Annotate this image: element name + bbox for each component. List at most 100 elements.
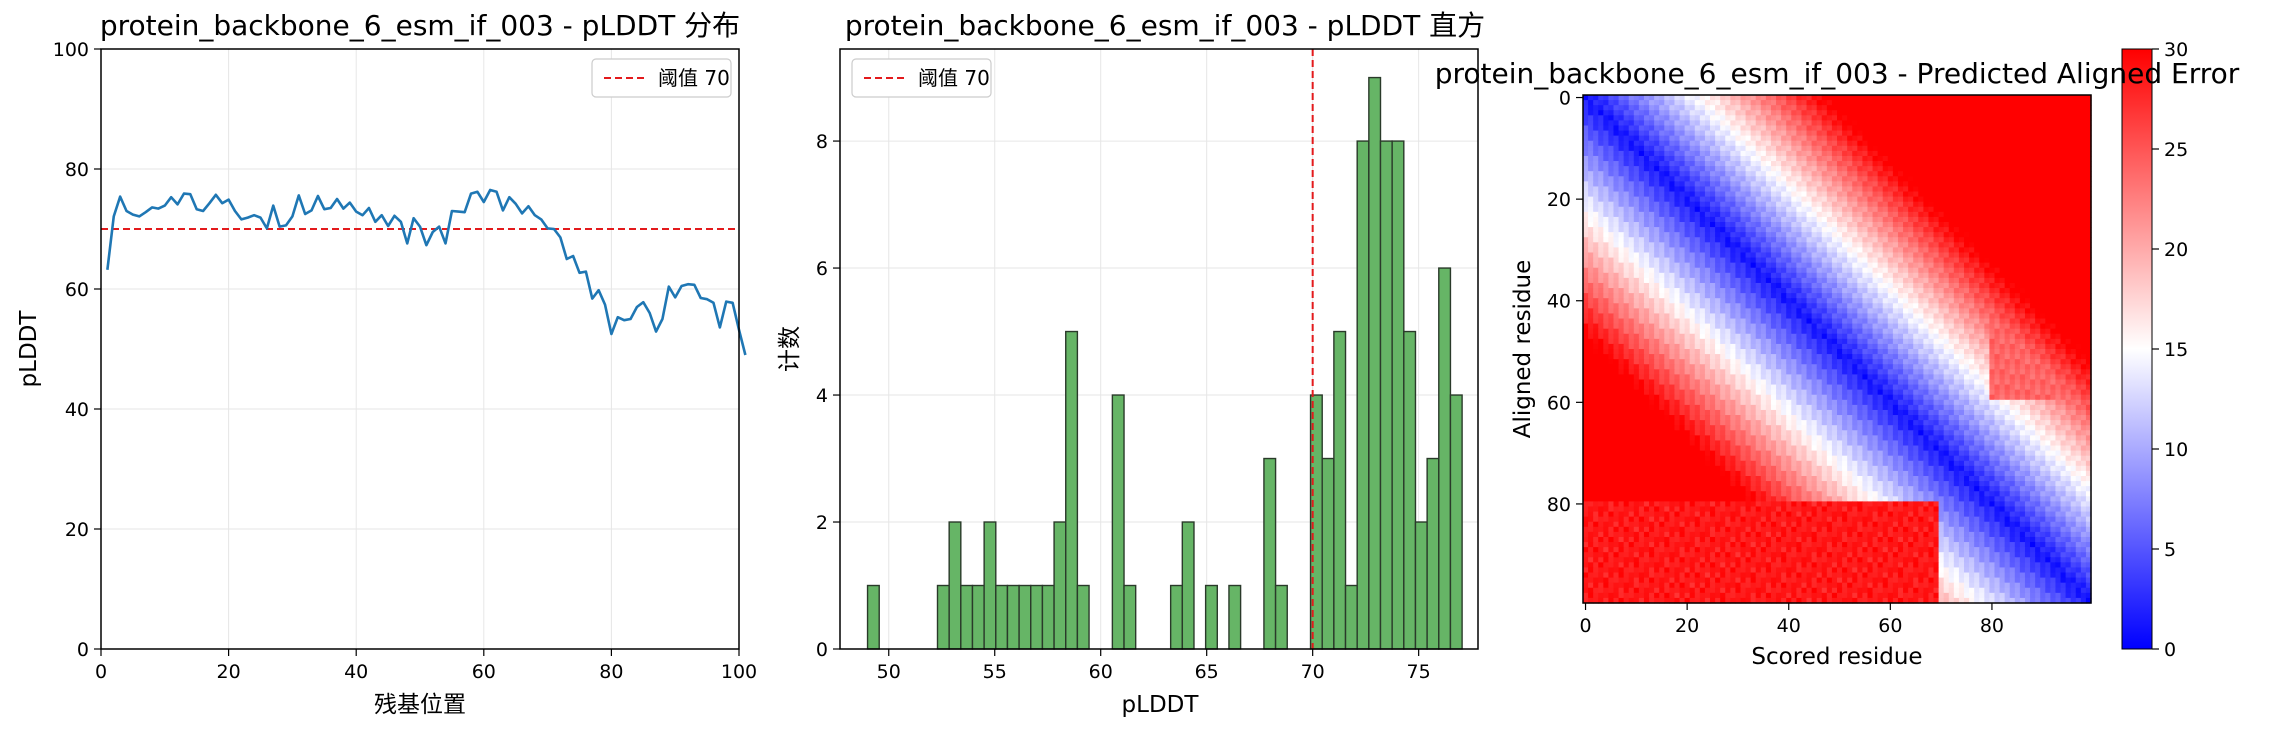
heatmap-cell bbox=[2035, 196, 2041, 203]
heatmap-cell bbox=[1745, 145, 1752, 152]
heatmap-cell bbox=[1583, 262, 1589, 269]
heatmap-cell bbox=[1984, 308, 1990, 315]
heatmap-cell bbox=[1628, 308, 1635, 315]
heatmap-cell bbox=[1806, 201, 1813, 208]
heatmap-cell bbox=[1760, 313, 1767, 320]
heatmap-cell bbox=[1583, 232, 1589, 238]
heatmap-cell bbox=[2035, 186, 2041, 193]
heatmap-cell bbox=[1958, 135, 1965, 142]
line-chart-xtick-label: 20 bbox=[217, 661, 241, 683]
heatmap-cell bbox=[1923, 323, 1930, 330]
heatmap-cell bbox=[1933, 216, 1940, 223]
heatmap-cell bbox=[1715, 145, 1721, 152]
heatmap-cell bbox=[1984, 100, 1990, 106]
heatmap-cell bbox=[1776, 288, 1782, 294]
heatmap-cell bbox=[1964, 303, 1970, 309]
heatmap-cell bbox=[1974, 308, 1980, 315]
heatmap-cell bbox=[1725, 242, 1731, 248]
heatmap-cell bbox=[1770, 237, 1777, 243]
heatmap-cell bbox=[1760, 191, 1767, 198]
heatmap-cell bbox=[1603, 282, 1609, 289]
heatmap-cell bbox=[1806, 166, 1813, 172]
heatmap-cell bbox=[1781, 323, 1787, 330]
heatmap-cell bbox=[1628, 247, 1635, 254]
heatmap-cell bbox=[2080, 323, 2087, 330]
heatmap-cell bbox=[1669, 227, 1676, 233]
heatmap-cell bbox=[1908, 293, 1914, 299]
heatmap-cell bbox=[2065, 110, 2072, 116]
heatmap-cell bbox=[1745, 206, 1752, 213]
heatmap-cell bbox=[1933, 161, 1940, 167]
histogram-bar bbox=[1018, 584, 1032, 650]
heatmap-cell bbox=[1730, 227, 1736, 233]
heatmap-cell bbox=[1943, 186, 1950, 193]
heatmap-cell bbox=[1994, 186, 2001, 193]
heatmap-cell bbox=[1694, 267, 1701, 274]
heatmap-cell bbox=[1760, 216, 1767, 223]
heatmap-cell bbox=[1603, 242, 1609, 248]
heatmap-cell bbox=[1867, 298, 1874, 304]
heatmap-cell bbox=[1882, 125, 1889, 132]
heatmap-cell bbox=[1816, 298, 1823, 304]
heatmap-cell bbox=[2055, 216, 2062, 223]
heatmap-cell bbox=[1638, 191, 1645, 198]
heatmap-cell bbox=[1776, 242, 1782, 248]
heatmap-cell bbox=[1816, 105, 1823, 111]
heatmap-cell bbox=[2014, 125, 2021, 132]
heatmap-cell bbox=[1674, 120, 1681, 127]
heatmap-cell bbox=[1831, 267, 1838, 274]
heatmap-cell bbox=[1694, 298, 1701, 304]
heatmap-cell bbox=[1720, 227, 1726, 233]
heatmap-cell bbox=[1618, 282, 1625, 289]
heatmap-cell bbox=[1643, 130, 1650, 137]
heatmap-cell bbox=[1999, 196, 2006, 203]
heatmap-cell bbox=[2055, 201, 2062, 208]
heatmap-cell bbox=[1715, 318, 1721, 325]
heatmap-cell bbox=[1908, 333, 1914, 340]
heatmap-cell bbox=[1755, 211, 1762, 218]
heatmap-cell bbox=[1958, 110, 1965, 116]
heatmap-cell bbox=[1903, 293, 1909, 299]
heatmap-cell bbox=[1628, 257, 1635, 264]
heatmap-cell bbox=[1831, 161, 1838, 167]
heatmap-cell bbox=[2004, 272, 2011, 279]
heatmap-cell bbox=[1633, 135, 1640, 142]
heatmap-cell bbox=[1669, 338, 1676, 345]
heatmap-cell bbox=[1603, 323, 1609, 330]
heatmap-cell bbox=[1969, 120, 1975, 127]
heatmap-cell bbox=[1979, 298, 1985, 304]
heatmap-cell bbox=[1867, 313, 1874, 320]
heatmap-cell bbox=[1583, 176, 1589, 182]
heatmap-cell bbox=[1730, 201, 1736, 208]
heatmap-cell bbox=[1786, 206, 1792, 213]
heatmap-cell bbox=[2024, 282, 2031, 289]
heatmap-cell bbox=[1588, 206, 1594, 213]
heatmap-cell bbox=[1806, 267, 1813, 274]
heatmap-cell bbox=[1654, 145, 1660, 152]
heatmap-cell bbox=[1994, 252, 2001, 259]
heatmap-cell bbox=[1781, 100, 1787, 106]
heatmap-cell bbox=[1603, 100, 1609, 106]
heatmap-cell bbox=[1989, 313, 1996, 320]
heatmap-cell bbox=[1628, 130, 1635, 137]
heatmap-cell bbox=[1654, 293, 1660, 299]
heatmap-cell bbox=[1933, 232, 1940, 238]
heatmap-cell bbox=[1887, 166, 1894, 172]
heatmap-cell bbox=[1715, 333, 1721, 340]
heatmap-cell bbox=[2085, 206, 2092, 213]
heatmap-cell bbox=[2040, 282, 2046, 289]
heatmap-cell bbox=[1999, 267, 2006, 274]
heatmap-cell bbox=[1908, 288, 1914, 294]
heatmap-cell bbox=[1608, 267, 1615, 274]
heatmap-cell bbox=[1831, 288, 1838, 294]
heatmap-cell bbox=[1882, 247, 1889, 254]
heatmap-cell bbox=[1862, 222, 1869, 228]
heatmap-cell bbox=[1953, 201, 1960, 208]
heatmap-cell bbox=[1887, 257, 1894, 264]
heatmap-cell bbox=[1826, 125, 1833, 132]
heatmap-cell bbox=[2009, 161, 2016, 167]
heatmap-cell bbox=[1928, 125, 1935, 132]
heatmap-cell bbox=[1882, 242, 1889, 248]
heatmap-cell bbox=[1887, 338, 1894, 345]
heatmap-cell bbox=[1750, 181, 1757, 188]
